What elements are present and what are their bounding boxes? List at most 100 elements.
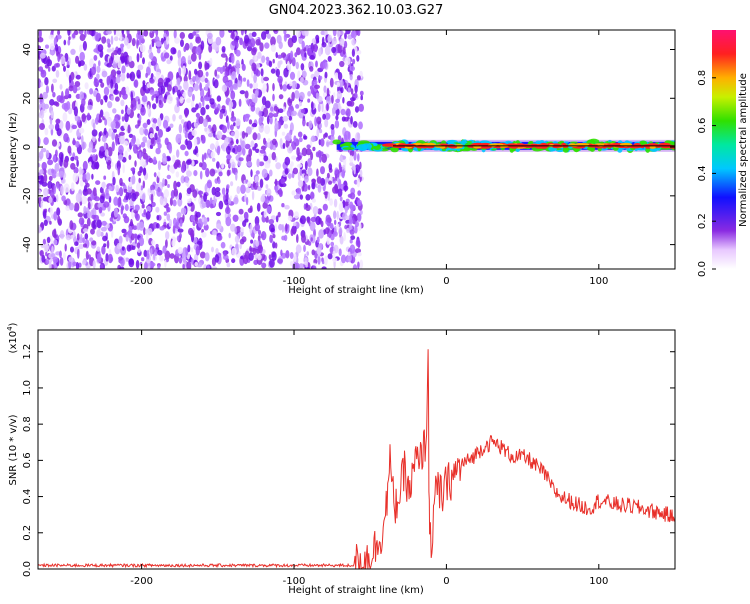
noise-speckle — [89, 58, 94, 68]
y-tick-label: 20 — [22, 92, 33, 105]
noise-speckle — [310, 191, 315, 200]
y-tick-label: 40 — [22, 43, 33, 56]
noise-speckle — [249, 205, 253, 213]
noise-speckle — [191, 93, 195, 102]
noise-speckle — [307, 241, 312, 246]
noise-speckle — [306, 144, 311, 149]
noise-speckle — [49, 207, 53, 216]
noise-speckle — [116, 242, 123, 250]
noise-speckle — [115, 76, 121, 84]
noise-speckle — [163, 52, 170, 59]
noise-speckle — [90, 228, 95, 235]
noise-speckle — [349, 100, 355, 107]
noise-speckle — [307, 184, 311, 191]
noise-speckle — [287, 60, 290, 71]
noise-speckle — [327, 34, 333, 43]
noise-speckle — [334, 72, 339, 80]
noise-speckle — [177, 247, 183, 254]
noise-speckle — [115, 96, 120, 102]
noise-speckle — [97, 202, 103, 209]
noise-speckle — [190, 53, 197, 62]
noise-speckle — [199, 162, 203, 168]
noise-speckle — [300, 215, 306, 225]
noise-speckle — [263, 155, 269, 162]
noise-speckle — [251, 62, 257, 72]
noise-speckle — [188, 70, 192, 81]
noise-speckle — [210, 151, 215, 159]
noise-speckle — [292, 167, 299, 175]
noise-speckle — [333, 102, 339, 111]
noise-speckle — [65, 69, 70, 78]
noise-speckle — [296, 47, 301, 56]
noise-speckle — [209, 143, 215, 151]
noise-speckle — [38, 66, 44, 72]
noise-speckle — [139, 151, 142, 161]
noise-speckle — [60, 185, 64, 195]
noise-speckle — [225, 81, 231, 87]
noise-speckle — [349, 155, 354, 163]
noise-speckle — [43, 173, 48, 183]
noise-speckle — [261, 262, 267, 269]
noise-speckle — [349, 239, 353, 244]
noise-speckle — [55, 70, 60, 78]
noise-speckle — [166, 84, 172, 92]
noise-speckle — [339, 154, 343, 162]
noise-speckle — [284, 168, 289, 175]
noise-speckle — [190, 247, 194, 253]
noise-speckle — [45, 259, 50, 265]
noise-speckle — [274, 184, 278, 193]
noise-speckle — [229, 104, 232, 113]
noise-speckle — [203, 224, 209, 231]
noise-speckle — [257, 253, 262, 261]
noise-speckle — [79, 168, 84, 175]
noise-speckle — [261, 168, 268, 178]
noise-speckle — [224, 199, 229, 206]
noise-speckle — [143, 209, 147, 215]
noise-speckle — [139, 44, 146, 53]
noise-speckle — [219, 112, 223, 120]
noise-speckle — [289, 252, 294, 259]
noise-speckle — [84, 233, 89, 240]
noise-speckle — [180, 164, 186, 173]
noise-speckle — [219, 30, 225, 38]
noise-speckle — [294, 211, 299, 219]
noise-speckle — [63, 133, 69, 143]
noise-speckle — [258, 116, 263, 126]
noise-speckle — [186, 98, 192, 104]
x-tick-label: -200 — [130, 576, 153, 587]
noise-speckle — [96, 73, 100, 80]
noise-speckle — [332, 30, 337, 37]
spectrogram-y-axis-label: Frequency (Hz) — [8, 112, 19, 188]
noise-speckle — [143, 262, 148, 269]
noise-speckle — [340, 108, 346, 116]
noise-speckle — [123, 122, 129, 130]
noise-speckle — [209, 57, 213, 66]
noise-speckle — [283, 67, 289, 78]
noise-speckle — [167, 184, 170, 188]
noise-speckle — [157, 77, 164, 85]
noise-speckle — [131, 174, 136, 185]
noise-speckle — [245, 126, 252, 135]
noise-speckle — [41, 161, 47, 171]
noise-speckle — [286, 109, 293, 117]
noise-speckle — [257, 235, 261, 242]
noise-speckle — [60, 154, 64, 163]
noise-speckle — [168, 144, 173, 154]
noise-speckle — [38, 162, 41, 168]
noise-speckle — [215, 187, 221, 193]
noise-speckle — [49, 51, 55, 55]
noise-speckle — [269, 234, 273, 243]
noise-speckle — [242, 77, 247, 82]
noise-speckle — [344, 56, 351, 66]
noise-speckle — [136, 242, 141, 249]
noise-speckle — [331, 94, 334, 104]
noise-speckle — [337, 72, 343, 81]
noise-speckle — [157, 129, 163, 138]
noise-speckle — [155, 243, 159, 248]
signal-speckle — [562, 146, 569, 153]
noise-speckle — [100, 82, 105, 88]
noise-speckle — [296, 187, 302, 194]
noise-speckle — [113, 30, 117, 36]
noise-speckle — [230, 131, 235, 137]
noise-speckle — [182, 264, 185, 269]
